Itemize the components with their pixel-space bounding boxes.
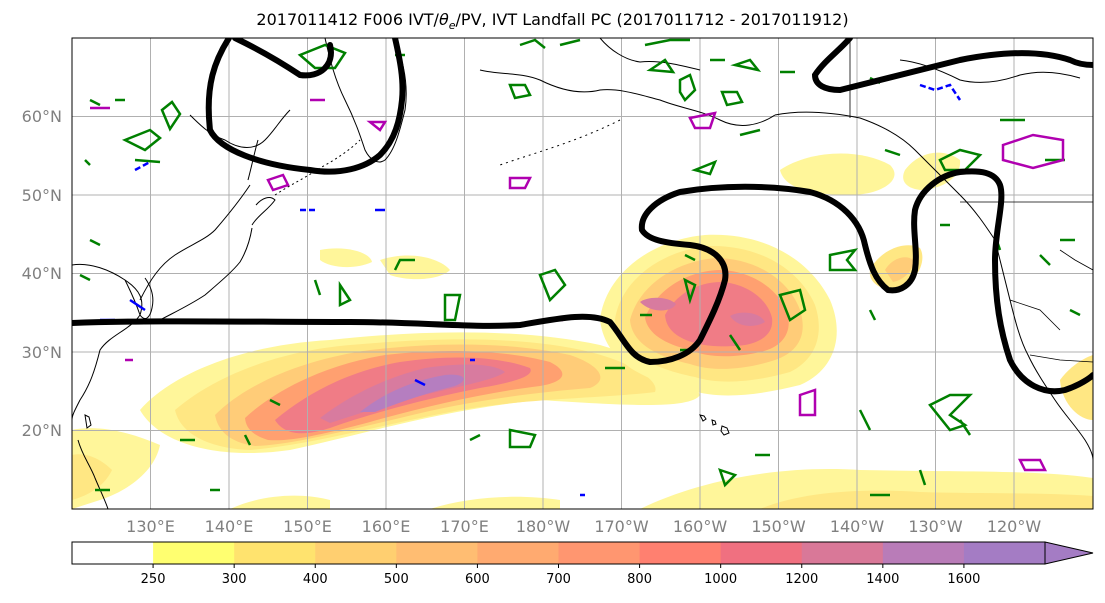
colorbar-segment [882,542,965,564]
colorbar-tick-label: 800 [627,572,652,587]
map-title: 2017011412 F006 IVT/θe/PV, IVT Landfall … [256,10,849,33]
colorbar-segment [396,542,478,564]
colorbar-tick-label: 1000 [704,572,737,587]
lat-label-20: 20°N [22,421,62,440]
coastlines [72,38,1093,509]
lat-label-30: 30°N [22,343,62,362]
colorbar-segment [558,542,641,564]
colorbar-segment [72,542,154,564]
lat-label-40: 40°N [22,264,62,283]
longitude-labels: 130°E 140°E 150°E 160°E 170°E 180°W 170°… [126,517,1041,536]
colorbar-segment [720,542,803,564]
lon-label-140w: 140°W [830,517,885,536]
theta-e-contours [79,38,1081,497]
lon-label-160w: 160°W [673,517,728,536]
colorbar-segment [234,542,316,564]
colorbar: 250 300 400 500 600 700 800 1000 1200 1400 1600 [71,541,1094,587]
colorbar-extend-arrow [1044,541,1094,565]
lon-label-160e: 160°E [362,517,411,536]
lon-label-170e: 170°E [440,517,489,536]
ivt-shading [72,152,1093,509]
colorbar-segment [477,542,559,564]
lon-label-140e: 140°E [205,517,254,536]
colorbar-segment [153,542,235,564]
colorbar-tick-label: 300 [222,572,247,587]
lon-label-180w: 180°W [516,517,571,536]
lat-label-50: 50°N [22,186,62,205]
colorbar-tick-label: 1200 [785,572,818,587]
lat-label-60: 60°N [22,107,62,126]
lon-label-150e: 150°E [283,517,332,536]
latitude-labels: 60°N 50°N 40°N 30°N 20°N [22,107,62,440]
lon-label-130e: 130°E [126,517,175,536]
colorbar-tick-label: 1600 [947,572,980,587]
colorbar-segment [963,542,1046,564]
pv-contour [72,38,1093,395]
colorbar-tick-label: 400 [303,572,328,587]
colorbar-tick-label: 250 [141,572,166,587]
colorbar-segment [315,542,397,564]
colorbar-tick-label: 500 [384,572,409,587]
colorbar-tick-label: 600 [465,572,490,587]
colorbar-tick-labels: 250 300 400 500 600 700 800 1000 1200 1400 1600 [141,564,980,587]
positive-contours [90,98,1065,472]
colorbar-tick-label: 1400 [866,572,899,587]
colorbar-segment [801,542,884,564]
lon-label-120w: 120°W [987,517,1042,536]
colorbar-segment [639,542,722,564]
colorbar-tick-label: 700 [546,572,571,587]
lon-label-150w: 150°W [751,517,806,536]
map-frame [71,37,1094,510]
lon-label-170w: 170°W [594,517,649,536]
lon-label-130w: 130°W [908,517,963,536]
colorbar-segments [72,542,1046,564]
gridlines [72,38,1093,509]
